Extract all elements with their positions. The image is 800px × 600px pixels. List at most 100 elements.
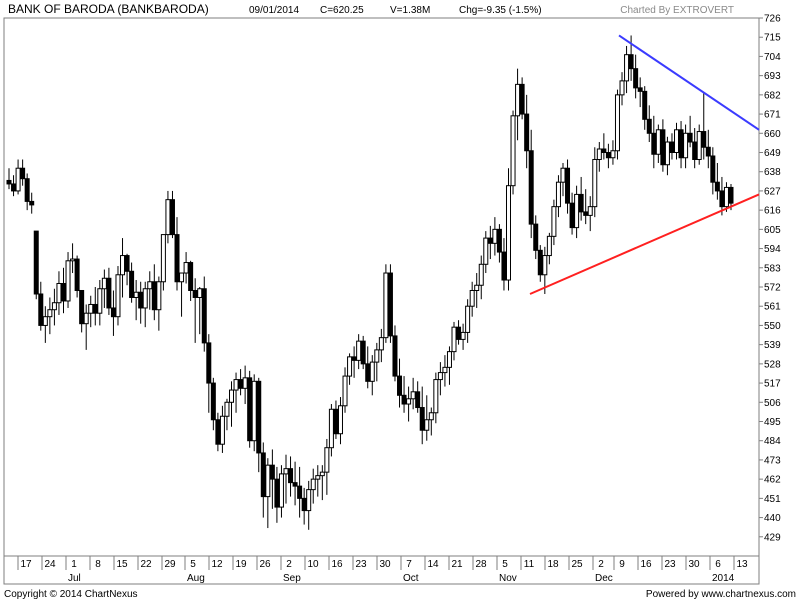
y-tick-label: 429 [764,532,781,543]
x-tick-label: 5 [190,559,196,570]
candle-bullish [147,281,153,290]
y-tick-label: 572 [764,283,781,294]
header-volume: V=1.38M [390,5,430,16]
candle-bullish [328,408,334,449]
y-tick-label: 517 [764,379,781,390]
y-tick-label: 495 [764,417,781,428]
x-tick-label: 15 [116,559,128,570]
charted-by-label: Charted By EXTROVERT [620,5,734,16]
candle-bullish [356,340,362,361]
y-tick-label: 715 [764,33,781,44]
candlestick-series [6,35,734,530]
candle-bullish [674,129,680,153]
candle-bullish [460,331,466,340]
candle-bullish [70,258,76,262]
x-axis-frame [3,555,760,585]
candle-bullish [424,419,430,431]
candle-bullish [428,412,434,421]
x-tick-label: 21 [451,559,463,570]
candle-bearish [360,340,366,365]
candle-bearish [6,179,12,185]
candle-bullish [465,305,471,333]
chart-title: BANK OF BARODA (BANKBARODA) [8,2,209,16]
candle-bearish [387,272,393,337]
x-tick-label: 9 [619,559,625,570]
candle-bearish [247,377,253,442]
y-tick-label: 462 [764,475,781,486]
candle-bearish [274,478,280,508]
candle-bullish [56,283,62,304]
candle-bearish [192,289,198,298]
candle-bearish [174,234,180,283]
candle-bearish [60,283,66,302]
candle-bearish [419,407,425,431]
candle-bullish [433,379,439,414]
candle-bearish [288,468,294,484]
x-month-label: Dec [595,573,613,584]
candle-bearish [605,152,611,159]
candle-bearish [301,497,307,512]
candle-bearish [20,167,26,180]
candle-bullish [156,281,162,311]
candle-bearish [401,394,407,405]
y-tick-label: 583 [764,263,781,274]
candle-bullish [347,356,353,377]
candle-bullish [179,272,185,283]
x-tick-label: 26 [259,559,271,570]
candle-bullish [374,349,380,363]
candle-bullish [324,447,330,473]
candle-bearish [601,148,607,154]
candle-bearish [660,129,666,166]
x-tick-label: 8 [95,559,101,570]
candle-bearish [110,307,116,318]
x-tick-label: 24 [44,559,56,570]
candle-bullish [306,489,312,512]
candle-bearish [188,262,194,291]
candle-bullish [83,312,89,325]
x-tick-label: 7 [406,559,412,570]
x-tick-label: 5 [502,559,508,570]
y-tick-label: 506 [764,398,781,409]
candle-bullish [614,94,620,152]
y-tick-label: 440 [764,513,781,524]
candle-bearish [38,293,44,326]
candle-bearish [569,202,575,229]
y-tick-label: 528 [764,359,781,370]
candle-bullish [183,262,189,274]
header-change: Chg=-9.35 (-1.5%) [459,5,542,16]
candle-bearish [719,190,725,208]
y-axis: 726 715 704 693 682 671 660 649 638 627 616 605 594 5… [759,14,781,543]
candle-bearish [524,113,530,152]
candle-bearish [705,146,711,157]
candle-bullish [555,181,561,208]
x-tick-label: 10 [307,559,319,570]
x-month-label: Aug [187,573,205,584]
candle-bullish [442,366,448,374]
candle-bearish [633,68,639,89]
candle-bullish [410,391,416,400]
candle-bullish [664,141,670,166]
y-tick-label: 539 [764,340,781,351]
candle-bearish [714,181,720,192]
candle-bullish [624,54,630,82]
candle-bearish [687,132,693,143]
candle-bearish [533,223,539,251]
candle-bullish [242,377,248,389]
candle-bullish [446,351,452,368]
x-tick-label: 6 [715,559,721,570]
candle-bullish [655,129,661,155]
copyright-text: Copyright © 2014 ChartNexus [4,589,138,600]
candle-bullish [278,473,284,508]
candle-bullish [219,415,225,445]
candle-bearish [628,54,634,70]
candle-bearish [583,211,589,216]
x-tick-label: 23 [664,559,676,570]
candle-bullish [383,272,389,339]
candle-bullish [546,235,552,257]
header-date: 09/01/2014 [249,5,299,16]
y-tick-label: 660 [764,129,781,140]
y-tick-label: 484 [764,436,781,447]
candle-bearish [565,167,571,204]
